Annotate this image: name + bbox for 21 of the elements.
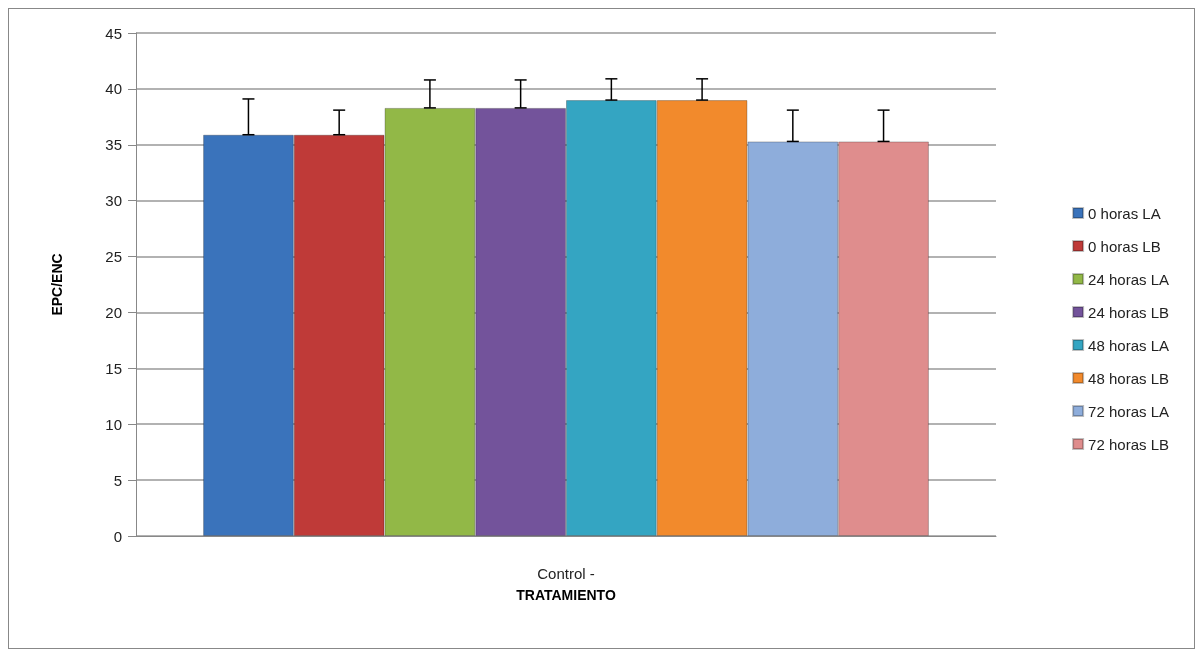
legend-label: 0 horas LA (1088, 204, 1161, 222)
legend-label: 48 horas LA (1088, 336, 1169, 354)
x-axis-title: TRATAMIENTO (516, 587, 616, 603)
y-tick-label: 0 (113, 527, 122, 545)
y-tick-label: 5 (113, 471, 122, 489)
x-tick-label: Control - (537, 565, 595, 582)
y-tick-label: 45 (105, 24, 122, 42)
legend-label: 24 horas LB (1088, 303, 1169, 321)
y-tick-label: 15 (105, 359, 122, 377)
legend-label: 72 horas LA (1088, 402, 1169, 420)
legend-label: 72 horas LB (1088, 435, 1169, 453)
y-tick-label: 25 (105, 248, 122, 266)
y-tick-label: 10 (105, 415, 122, 433)
y-tick-label: 20 (105, 303, 122, 321)
y-tick-label: 30 (105, 192, 122, 210)
legend-label: 24 horas LA (1088, 270, 1169, 288)
legend-label: 0 horas LB (1088, 237, 1161, 255)
y-tick-label: 40 (105, 80, 122, 98)
y-axis-title: EPC/ENC (49, 253, 65, 316)
y-tick-label: 35 (105, 136, 122, 154)
legend-label: 48 horas LB (1088, 369, 1169, 387)
